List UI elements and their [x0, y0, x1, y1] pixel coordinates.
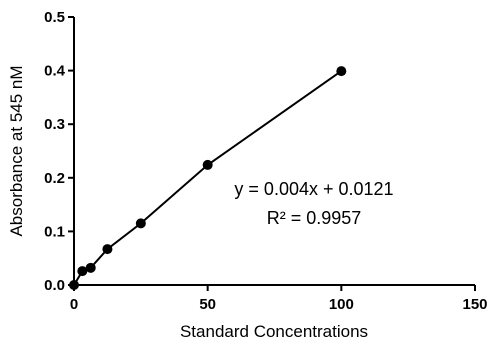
r-squared-label: R² = 0.9957 [267, 208, 362, 228]
y-tick-label: 0.0 [44, 277, 65, 294]
data-point [102, 244, 113, 255]
data-point [202, 159, 213, 170]
x-tick-label: 50 [199, 296, 216, 313]
data-point [85, 262, 96, 273]
data-point [135, 218, 146, 229]
x-tick-label: 150 [462, 296, 487, 313]
y-axis-title: Absorbance at 545 nM [7, 65, 26, 236]
x-tick-label: 100 [329, 296, 354, 313]
axes [73, 17, 475, 286]
y-tick-label: 0.1 [44, 223, 65, 240]
y-tick-label: 0.5 [44, 9, 65, 26]
x-tick-label: 0 [70, 296, 78, 313]
y-ticks: 0.0 0.1 0.2 0.3 0.4 0.5 [44, 9, 74, 294]
y-tick-label: 0.2 [44, 170, 65, 187]
data-point [77, 266, 88, 277]
x-ticks: 0 50 100 150 [70, 285, 488, 313]
regression-equation: y = 0.004x + 0.0121 [234, 179, 393, 199]
plot-area [69, 66, 347, 290]
y-tick-label: 0.3 [44, 116, 65, 133]
data-point [336, 66, 347, 77]
y-tick-label: 0.4 [44, 63, 66, 80]
x-axis-title: Standard Concentrations [180, 322, 368, 341]
data-point [69, 280, 79, 290]
